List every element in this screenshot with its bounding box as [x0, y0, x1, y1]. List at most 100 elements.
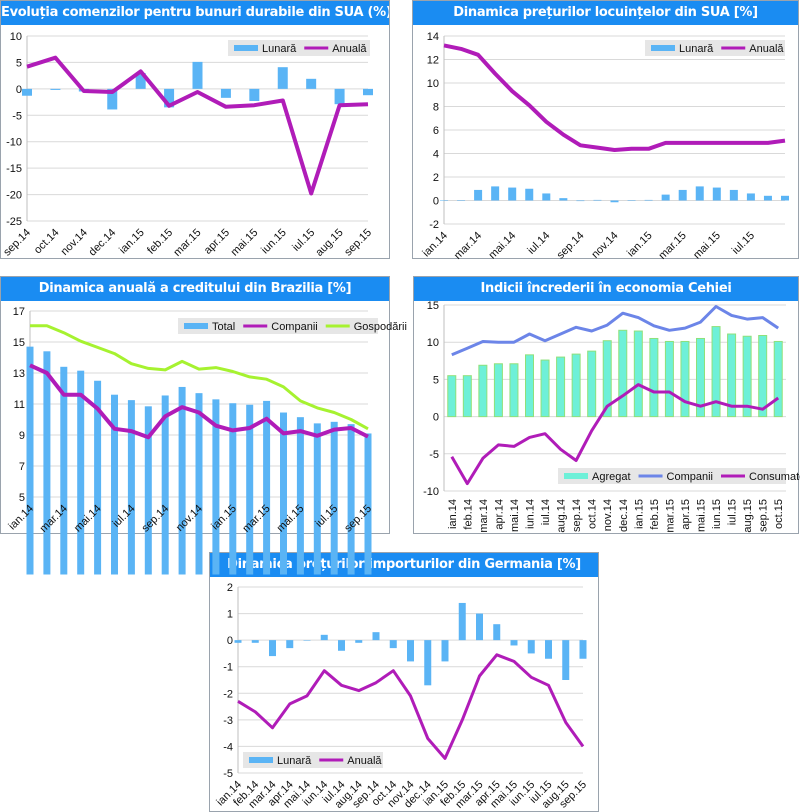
bar-Agregat — [618, 329, 628, 418]
x-tick-label: sep.14 — [571, 499, 583, 532]
bar-Agregat — [556, 356, 566, 418]
bar-Lunară — [334, 88, 345, 105]
y-tick-label: 5 — [16, 57, 22, 69]
y-tick-label: -10 — [6, 137, 22, 149]
legend-label: Anuală — [347, 755, 382, 767]
bar-Lunară — [458, 602, 466, 641]
bar-Lunară — [164, 88, 175, 108]
line-Anuală — [443, 43, 786, 152]
bar-Lunară — [610, 200, 619, 203]
bar-Lunară — [729, 189, 738, 201]
y-tick-label: 13 — [13, 368, 25, 380]
bar-Total — [330, 421, 338, 575]
x-tick-label: nov.14 — [59, 227, 90, 258]
bar-Agregat — [633, 330, 643, 418]
y-tick-label: 15 — [13, 337, 25, 349]
bar-Lunară — [695, 186, 704, 201]
y-tick-label: -2 — [429, 219, 439, 231]
x-tick-label: mar.15 — [657, 230, 689, 262]
y-tick-label: 6 — [433, 125, 439, 137]
bar-Agregat — [540, 359, 550, 418]
y-tick-label: 0 — [433, 412, 439, 424]
legend-box — [178, 318, 378, 334]
bar-Agregat — [727, 333, 737, 418]
chart-title: Indicii încrederii în economia Cehiei — [414, 277, 798, 301]
bar-Total — [280, 412, 287, 575]
x-tick-label: sep.14 — [555, 230, 587, 262]
y-tick-label: 1 — [227, 609, 233, 621]
y-tick-label: -1 — [223, 662, 233, 674]
bar-Lunară — [372, 632, 380, 641]
bar-Lunară — [712, 187, 721, 201]
y-tick-label: 5 — [19, 492, 25, 504]
legend-swatch — [234, 45, 258, 51]
legend-box — [243, 752, 383, 768]
bar-Lunară — [493, 624, 501, 641]
bar-Lunară — [678, 189, 687, 201]
bar-Lunară — [269, 640, 276, 657]
y-tick-label: -10 — [423, 486, 439, 498]
bar-Agregat — [696, 337, 705, 418]
y-tick-label: -20 — [6, 190, 22, 202]
bar-Lunară — [234, 640, 242, 643]
y-tick-label: 0 — [16, 84, 22, 96]
bar-Lunară — [303, 640, 311, 641]
x-tick-label: iun.15 — [259, 227, 289, 257]
x-tick-label: iul.14 — [525, 230, 552, 257]
bar-Lunară — [355, 640, 363, 643]
bar-Lunară — [763, 195, 772, 201]
bar-Lunară — [363, 88, 373, 96]
y-tick-label: 0 — [227, 635, 233, 647]
x-tick-label: mai.15 — [696, 499, 708, 532]
y-tick-label: -5 — [12, 110, 22, 122]
chart-title: Dinamica prețurilor locuințelor din SUA … — [413, 1, 798, 25]
chart-title: Evoluția comenzilor pentru bunuri durabi… — [1, 1, 389, 25]
y-tick-label: 15 — [427, 300, 439, 312]
bar-Total — [347, 424, 355, 575]
x-tick-label: mai.14 — [486, 230, 518, 262]
bar-Total — [161, 395, 169, 575]
legend-label: Anuală — [332, 43, 367, 55]
bar-Agregat — [680, 340, 690, 418]
x-tick-label: dec.14 — [618, 499, 630, 532]
bar-Lunară — [306, 78, 317, 89]
bar-Total — [246, 404, 254, 575]
bar-Lunară — [562, 640, 570, 680]
bar-Total — [178, 386, 186, 575]
y-tick-label: 2 — [227, 582, 233, 594]
bar-Lunară — [627, 200, 636, 201]
y-tick-label: 2 — [433, 172, 439, 184]
bar-Lunară — [661, 194, 670, 201]
legend-label: Anuală — [749, 43, 784, 55]
bar-Lunară — [491, 186, 500, 201]
bar-Lunară — [527, 640, 535, 654]
x-tick-label: ian.15 — [117, 227, 147, 257]
x-tick-label: mar.15 — [664, 499, 676, 533]
x-tick-label: iul.15 — [730, 230, 757, 257]
bar-Agregat — [587, 350, 597, 418]
bar-Total — [263, 400, 271, 575]
bar-Total — [26, 346, 34, 575]
bar-Total — [296, 417, 304, 575]
bar-Lunară — [644, 199, 653, 201]
bar-Agregat — [711, 326, 721, 418]
bar-Lunară — [746, 193, 755, 201]
bar-Lunară — [579, 640, 587, 659]
bar-Lunară — [781, 195, 789, 201]
x-tick-label: iun.15 — [711, 499, 723, 529]
y-tick-label: 8 — [433, 102, 439, 114]
bar-Lunară — [251, 640, 259, 643]
y-tick-label: -2 — [223, 688, 233, 700]
x-tick-label: mai.15 — [691, 230, 723, 262]
legend-swatch — [249, 757, 273, 763]
bar-Agregat — [602, 340, 612, 418]
y-tick-label: 12 — [427, 55, 439, 67]
x-tick-label: oct.14 — [32, 227, 62, 257]
bar-Lunară — [576, 200, 585, 202]
x-tick-label: iun.14 — [525, 499, 537, 529]
bar-Total — [60, 366, 68, 575]
y-tick-label: 5 — [433, 374, 439, 386]
bar-Lunară — [277, 67, 288, 89]
bar-Lunară — [192, 61, 203, 89]
